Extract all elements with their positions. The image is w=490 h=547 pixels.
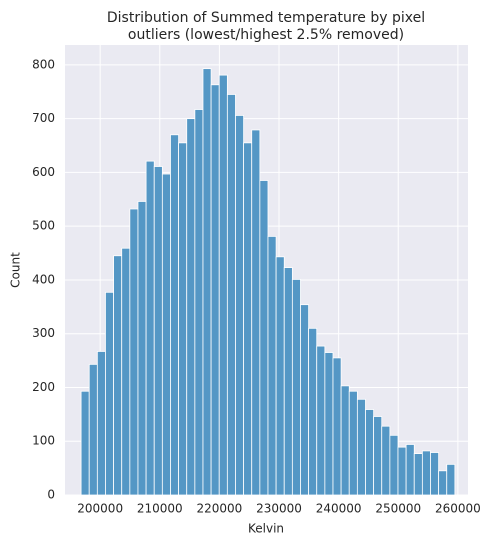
- bar: [430, 452, 440, 496]
- bar: [365, 409, 375, 496]
- bar: [210, 84, 220, 496]
- bar: [243, 142, 253, 496]
- bar: [356, 398, 366, 496]
- bar: [389, 434, 399, 496]
- x-tick-label: 260000: [435, 502, 481, 516]
- bar: [373, 416, 383, 496]
- bar: [105, 291, 114, 496]
- x-tick-label: 220000: [196, 502, 242, 516]
- bar: [251, 129, 261, 496]
- bar: [324, 352, 334, 496]
- y-tick-label: 0: [47, 488, 55, 502]
- chart-title: Distribution of Summed temperature by pi…: [107, 10, 425, 26]
- bar: [316, 345, 326, 496]
- bar: [121, 247, 131, 496]
- y-tick-label: 200: [32, 380, 55, 394]
- bar: [96, 351, 106, 496]
- x-tick-label: 250000: [375, 502, 421, 516]
- bar: [446, 463, 456, 496]
- y-tick-label: 300: [32, 326, 55, 340]
- bar: [194, 109, 204, 496]
- y-tick-label: 700: [32, 111, 55, 125]
- bar: [259, 180, 269, 496]
- x-tick-label: 230000: [256, 502, 302, 516]
- bar: [397, 446, 407, 496]
- bar: [170, 134, 180, 496]
- bar: [88, 363, 98, 496]
- bar: [340, 385, 350, 496]
- bar: [421, 450, 431, 496]
- bar: [145, 160, 155, 496]
- bar: [275, 256, 285, 496]
- bar: [283, 267, 293, 496]
- y-tick-label: 800: [32, 57, 55, 71]
- bar: [80, 390, 90, 496]
- y-tick-label: 600: [32, 165, 55, 179]
- y-tick-label: 100: [32, 434, 55, 448]
- bar: [348, 390, 358, 496]
- bar: [153, 166, 163, 496]
- x-tick-label: 210000: [137, 502, 183, 516]
- x-axis-label: Kelvin: [248, 522, 284, 536]
- bar: [308, 327, 318, 496]
- bar: [113, 255, 123, 496]
- bar: [218, 74, 228, 496]
- x-tick-label: 200000: [77, 502, 123, 516]
- bar: [235, 115, 245, 496]
- bar: [381, 425, 391, 496]
- bar: [226, 94, 236, 496]
- bar: [202, 68, 212, 496]
- y-axis-label: Count: [9, 252, 23, 288]
- bar: [332, 357, 342, 496]
- bar: [405, 444, 415, 496]
- bar: [438, 470, 448, 496]
- bar: [300, 304, 310, 496]
- bar: [413, 453, 423, 496]
- chart-title: outliers (lowest/highest 2.5% removed): [128, 27, 404, 43]
- bar: [186, 118, 196, 496]
- bar: [267, 235, 277, 496]
- bar: [137, 201, 147, 496]
- bar: [178, 142, 188, 496]
- bar: [161, 173, 171, 496]
- bar: [291, 279, 301, 496]
- y-tick-label: 500: [32, 219, 55, 233]
- y-tick-label: 400: [32, 272, 55, 286]
- bar: [129, 208, 139, 496]
- x-tick-label: 240000: [316, 502, 362, 516]
